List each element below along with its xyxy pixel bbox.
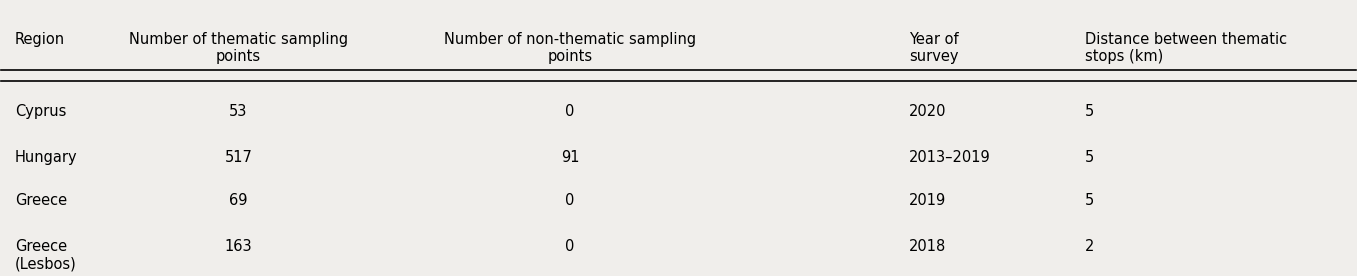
Text: Hungary: Hungary <box>15 150 77 165</box>
Text: 5: 5 <box>1084 150 1094 165</box>
Text: 53: 53 <box>229 104 247 119</box>
Text: Greece: Greece <box>15 193 66 208</box>
Text: Distance between thematic
stops (km): Distance between thematic stops (km) <box>1084 32 1286 65</box>
Text: 2018: 2018 <box>909 239 946 254</box>
Text: 2013–2019: 2013–2019 <box>909 150 991 165</box>
Text: Region: Region <box>15 32 65 47</box>
Text: 0: 0 <box>566 193 575 208</box>
Text: Year of
survey: Year of survey <box>909 32 958 65</box>
Text: 2020: 2020 <box>909 104 946 119</box>
Text: 2019: 2019 <box>909 193 946 208</box>
Text: 517: 517 <box>224 150 252 165</box>
Text: 5: 5 <box>1084 104 1094 119</box>
Text: 69: 69 <box>229 193 247 208</box>
Text: 163: 163 <box>224 239 252 254</box>
Text: 5: 5 <box>1084 193 1094 208</box>
Text: Number of non-thematic sampling
points: Number of non-thematic sampling points <box>444 32 696 65</box>
Text: Number of thematic sampling
points: Number of thematic sampling points <box>129 32 347 65</box>
Text: 91: 91 <box>560 150 579 165</box>
Text: 0: 0 <box>566 239 575 254</box>
Text: Cyprus: Cyprus <box>15 104 66 119</box>
Text: 0: 0 <box>566 104 575 119</box>
Text: 2: 2 <box>1084 239 1094 254</box>
Text: Greece
(Lesbos): Greece (Lesbos) <box>15 239 77 272</box>
